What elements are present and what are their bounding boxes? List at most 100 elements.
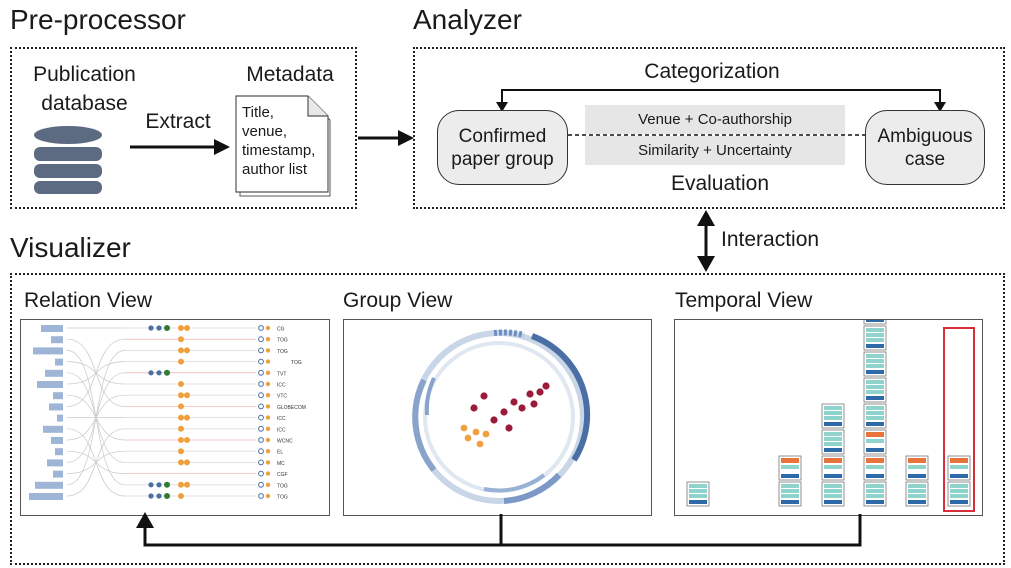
group-dot-orange (460, 424, 468, 432)
relation-venue-label: GLOBECOM (277, 405, 306, 411)
temporal-document-footer (866, 344, 884, 348)
temporal-document (821, 403, 845, 429)
temporal-document-footer (866, 396, 884, 400)
categorization-arrow (496, 89, 946, 112)
relation-dot-green (164, 493, 170, 499)
temporal-document-header (866, 458, 884, 463)
group-dot-crimson (500, 408, 508, 416)
relation-venue-marker (258, 358, 264, 365)
temporal-document-line (866, 338, 884, 342)
temporal-view-title: Temporal View (675, 289, 813, 312)
group-dot-crimson (505, 424, 513, 432)
interaction-label: Interaction (721, 228, 820, 251)
temporal-document (947, 481, 971, 507)
relation-venue-dot (265, 404, 271, 409)
preprocessor-panel (10, 47, 357, 209)
temporal-document-line (824, 489, 842, 493)
temporal-document (905, 455, 929, 481)
temporal-document-line (950, 484, 968, 488)
temporal-document (863, 429, 887, 455)
relation-venue-marker (258, 325, 264, 331)
temporal-document (778, 481, 802, 507)
relation-venue-label: MC (277, 461, 285, 467)
temporal-document-footer (950, 474, 968, 478)
relation-venue-dot (265, 370, 271, 375)
relation-venue-marker (258, 336, 264, 343)
relation-dot-orange (184, 459, 190, 466)
group-view-graphic (412, 329, 591, 504)
relation-venue-label: TOG (277, 338, 288, 344)
temporal-document-line (866, 364, 884, 368)
relation-dot-blue (156, 370, 162, 376)
relation-view-graphic: CGTOGTOGTOGTVTICCVTCGLOBECOMICCICCWCNCEL… (29, 325, 306, 501)
group-dot-orange (472, 428, 480, 436)
temporal-document-footer (824, 448, 842, 452)
temporal-document-line (866, 390, 884, 394)
temporal-document (863, 455, 887, 481)
relation-dot-orange (178, 392, 184, 399)
relation-venue-label: ICC (277, 427, 286, 433)
temporal-view-frame (674, 299, 983, 516)
group-dot-crimson (470, 404, 478, 412)
temporal-document (863, 351, 887, 377)
relation-venue-label: TVT (277, 371, 286, 377)
relation-dot-orange (178, 336, 184, 343)
relation-venue-marker (258, 459, 264, 466)
relation-bar (35, 481, 63, 489)
group-dot-crimson (518, 404, 526, 412)
temporal-document-line (866, 416, 884, 420)
relation-venue-dot (265, 493, 271, 499)
temporal-document-line (866, 359, 884, 363)
relation-dot-orange (178, 403, 184, 410)
temporal-document-line (824, 416, 842, 420)
relation-bar (57, 414, 63, 422)
group-dot-orange (476, 440, 484, 448)
relation-venue-dot (265, 337, 271, 342)
group-dot-crimson (536, 388, 544, 396)
metadata-line-1: Title, (242, 104, 274, 121)
group-dot-crimson (480, 392, 488, 400)
relation-bar (53, 392, 63, 400)
relation-venue-dot (265, 449, 271, 454)
band-similarity: Similarity + Uncertainty (585, 136, 845, 165)
temporal-document (863, 403, 887, 429)
temporal-document (821, 481, 845, 507)
extract-label: Extract (145, 110, 211, 133)
relation-link (66, 350, 126, 486)
temporal-document-line (781, 494, 799, 498)
relation-dot-orange (178, 425, 184, 432)
relation-venue-label: CGF (277, 472, 288, 478)
temporal-document-header (781, 458, 799, 463)
relation-bar (29, 493, 63, 500)
relation-venue-dot (265, 348, 271, 353)
temporal-document-line (866, 494, 884, 498)
temporal-document-line (824, 465, 842, 469)
arrow-right-icon (130, 139, 230, 155)
temporal-document (686, 481, 710, 507)
temporal-document-header (908, 458, 926, 463)
relation-bar (33, 347, 63, 355)
group-view-frame (343, 319, 652, 516)
relation-venue-label: TOG (277, 483, 288, 489)
temporal-document-footer (866, 474, 884, 478)
analyzer-title: Analyzer (413, 4, 522, 35)
relation-venue-label: TOG (291, 360, 302, 366)
relation-venue-marker (258, 414, 264, 421)
relation-venue-marker (258, 381, 264, 387)
relation-venue-label: ICC (277, 383, 286, 389)
temporal-document-footer (908, 474, 926, 478)
database-label-line2: database (41, 92, 128, 115)
temporal-document-line (781, 484, 799, 488)
temporal-document-line (908, 465, 926, 469)
temporal-document-footer (950, 500, 968, 504)
temporal-document-line (689, 484, 707, 488)
relation-venue-label: CG (277, 327, 285, 333)
confirmed-line-1: Confirmed (458, 125, 547, 147)
relation-dot-orange (184, 392, 190, 399)
relation-venue-dot (265, 325, 271, 331)
metadata-line-3: timestamp, (242, 142, 316, 159)
temporal-document-footer (866, 448, 884, 452)
relation-venue-dot (265, 381, 271, 387)
relation-dot-green (164, 369, 170, 376)
relation-dot-blue (148, 482, 154, 488)
